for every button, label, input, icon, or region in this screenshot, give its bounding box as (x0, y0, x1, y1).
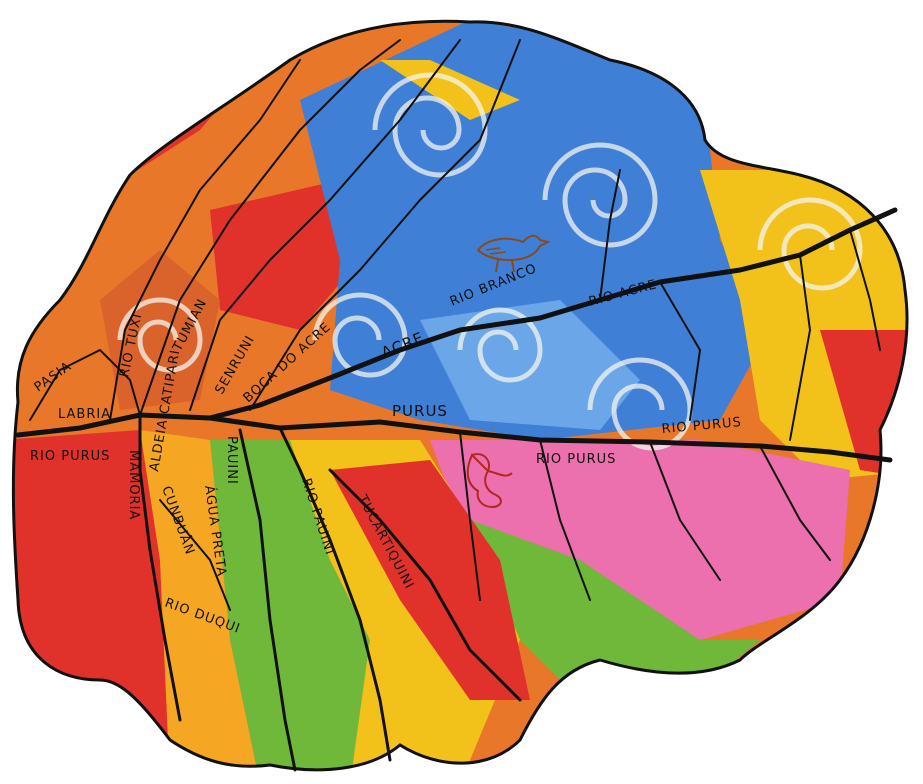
label-rio-purus-left: RIO PURUS (30, 449, 110, 464)
label-mamoria: MAMORIA (126, 450, 141, 520)
label-pauini-small: PAUINI (224, 436, 239, 485)
label-purus: PURUS (392, 402, 448, 420)
label-rio-purus-center: RIO PURUS (536, 452, 616, 467)
region-red-southwest (0, 430, 170, 784)
label-labria: LABRIA (58, 407, 111, 422)
